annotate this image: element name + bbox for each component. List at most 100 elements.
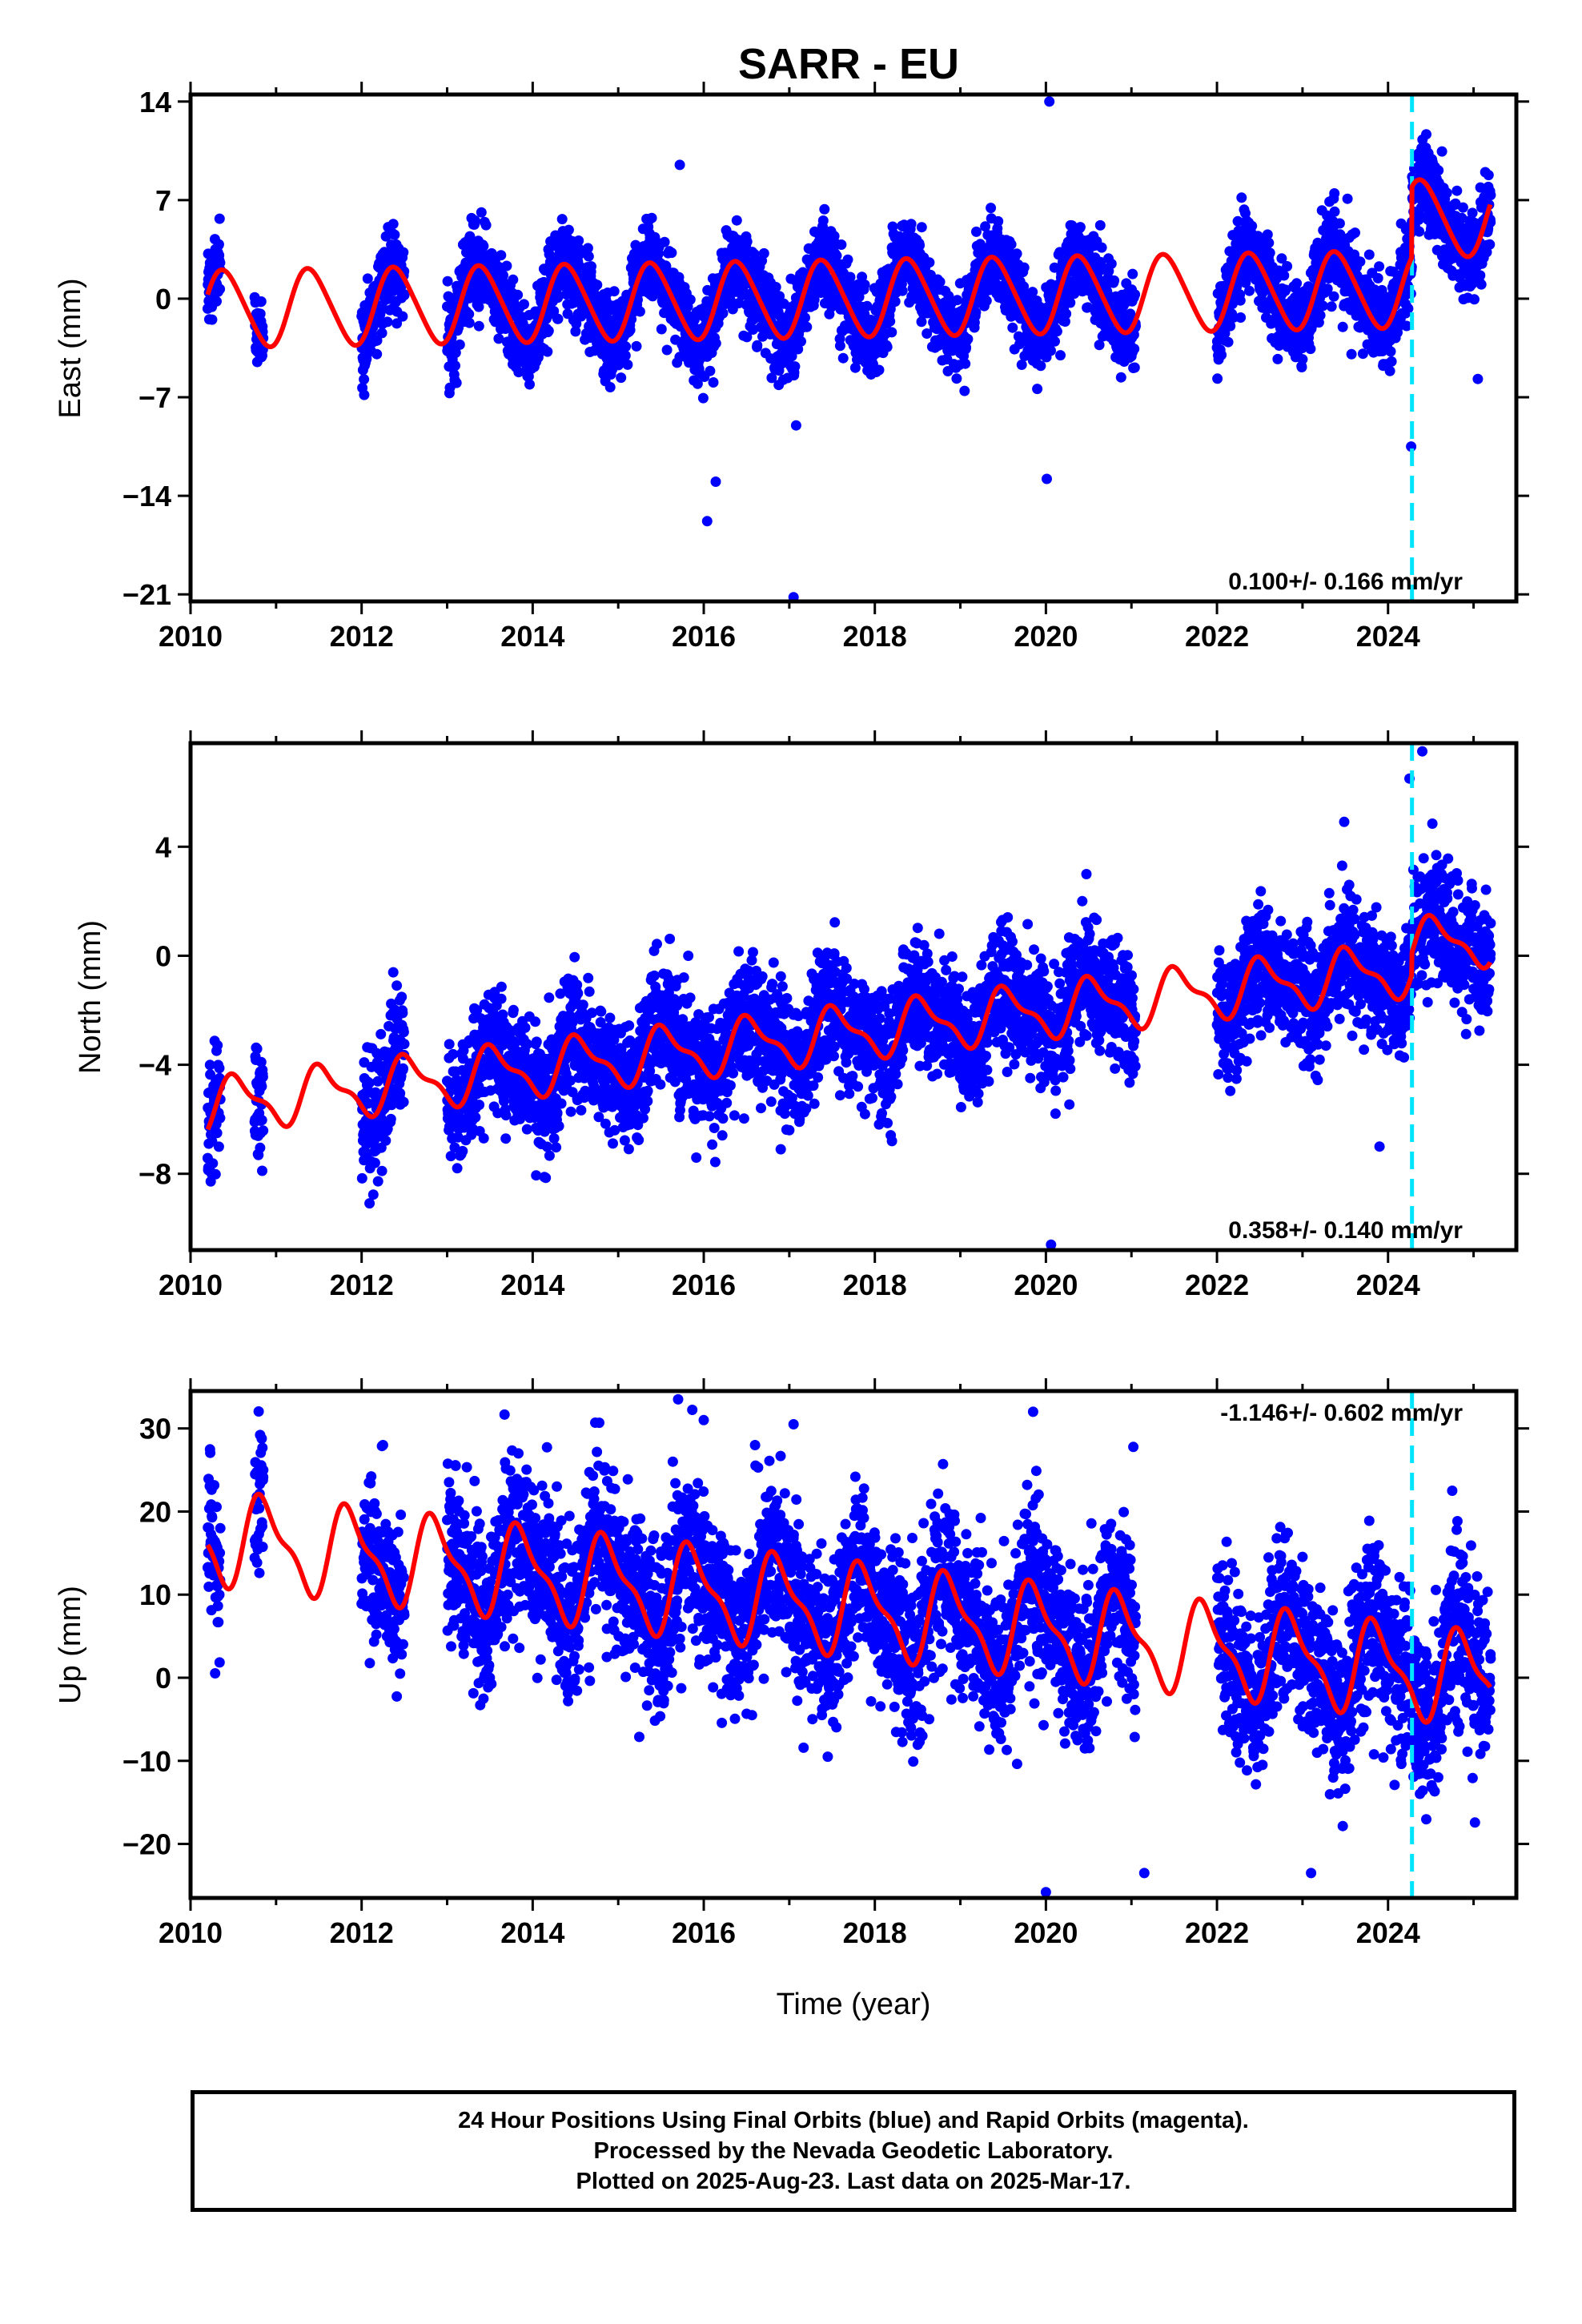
data-point [1441, 187, 1452, 199]
data-point [399, 1039, 410, 1050]
data-point [622, 359, 633, 370]
data-point [656, 324, 667, 335]
data-point [215, 1112, 226, 1124]
data-point [1235, 295, 1246, 306]
data-point [697, 392, 709, 404]
x-tick-label: 2018 [843, 620, 907, 653]
data-point [214, 213, 225, 224]
data-point [592, 279, 603, 291]
data-point [359, 389, 370, 400]
data-point [387, 967, 399, 978]
data-point [371, 335, 383, 346]
data-point [451, 377, 462, 388]
data-point [796, 336, 806, 347]
data-point [582, 243, 593, 254]
data-point [885, 316, 896, 327]
x-tick-label: 2016 [672, 620, 736, 653]
data-point [971, 226, 982, 237]
data-point [960, 358, 971, 369]
x-tick-label: 2014 [500, 620, 564, 653]
data-point [1386, 356, 1397, 367]
data-point [212, 1039, 223, 1051]
data-point [1485, 190, 1496, 201]
data-point [256, 1115, 267, 1126]
data-point [496, 981, 507, 992]
data-point [1115, 372, 1126, 383]
data-point [1414, 226, 1425, 237]
data-point [563, 224, 574, 235]
data-point [1050, 336, 1060, 347]
data-point [873, 364, 885, 376]
data-point [573, 260, 584, 271]
data-point [661, 344, 673, 356]
data-point [376, 328, 387, 339]
data-point [710, 338, 721, 349]
data-point [257, 1165, 267, 1176]
data-point [382, 316, 393, 328]
data-point [1329, 188, 1340, 199]
data-point [959, 385, 970, 396]
data-point [501, 260, 512, 271]
data-point [905, 219, 917, 230]
data-point [1244, 285, 1255, 296]
data-point [399, 290, 410, 301]
data-point [741, 236, 753, 247]
data-point [1363, 249, 1375, 260]
data-point [442, 275, 453, 287]
data-point [1127, 268, 1138, 279]
data-point [496, 250, 507, 261]
data-point [1326, 301, 1337, 312]
data-point [1350, 227, 1360, 239]
data-point [934, 276, 946, 287]
data-point [464, 308, 475, 320]
data-point [480, 219, 492, 231]
data-point [1046, 345, 1056, 356]
x-tick-label: 2022 [1185, 620, 1249, 653]
data-point [1263, 237, 1275, 248]
data-point [1051, 326, 1062, 337]
data-point [214, 1063, 225, 1074]
data-point [1467, 207, 1478, 219]
data-point [620, 341, 632, 352]
data-point [1129, 344, 1140, 355]
data-point [1018, 281, 1030, 292]
y-tick-label: −14 [122, 480, 171, 513]
data-point [916, 222, 927, 233]
data-point [770, 282, 781, 292]
data-point [213, 239, 224, 250]
data-point [962, 333, 974, 344]
data-point [1305, 344, 1316, 355]
data-point [213, 1141, 224, 1152]
east-data-points [202, 96, 1496, 601]
data-point [1384, 365, 1395, 376]
data-point [207, 1158, 219, 1169]
data-point [789, 361, 801, 372]
data-point [1469, 294, 1480, 305]
y-tick-label: 14 [139, 86, 171, 119]
data-point [1346, 348, 1357, 360]
data-point [1337, 321, 1348, 332]
data-point [397, 311, 408, 322]
data-point [1074, 222, 1086, 233]
data-point [889, 296, 901, 307]
data-point [385, 1113, 396, 1124]
data-point [952, 295, 963, 306]
data-point [1011, 248, 1022, 259]
figure-title: SARR - EU [738, 40, 959, 88]
outlier-point [674, 159, 685, 171]
data-point [391, 318, 403, 329]
data-point [604, 382, 616, 392]
data-point [666, 247, 677, 259]
data-point [258, 1125, 269, 1136]
data-point [211, 296, 222, 307]
data-point [508, 274, 519, 285]
data-point [255, 1142, 266, 1153]
data-point [986, 203, 997, 214]
data-point [731, 215, 742, 226]
data-point [1272, 353, 1283, 364]
data-point [1421, 129, 1431, 140]
data-point [256, 1081, 267, 1092]
data-point [993, 215, 1004, 227]
